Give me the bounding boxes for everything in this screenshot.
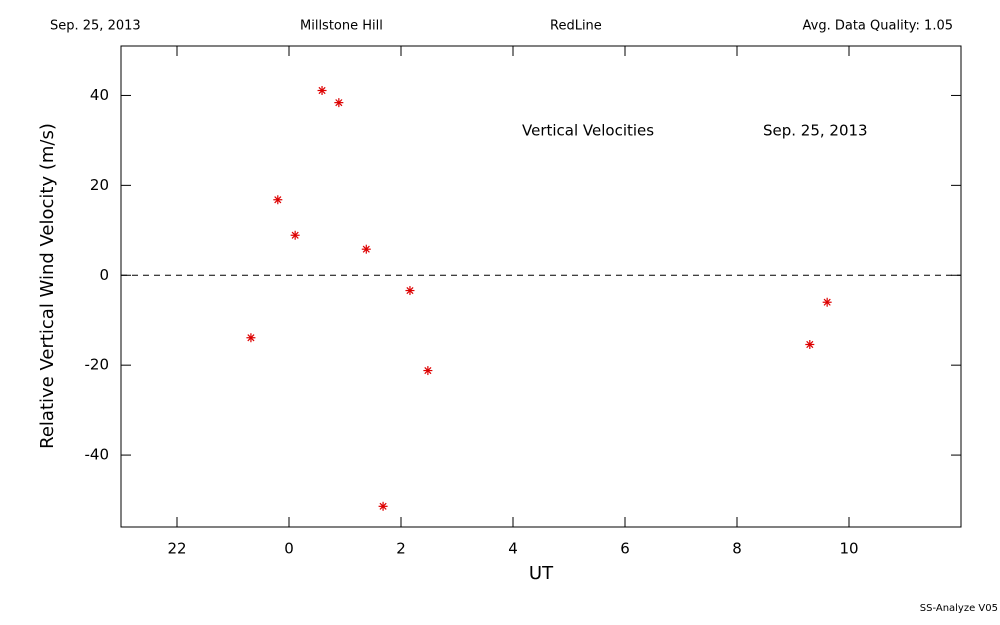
point <box>405 286 415 296</box>
x-tick-label: 8 <box>732 540 742 558</box>
footer: SS-Analyze V05 <box>920 603 998 614</box>
point-stroke <box>823 298 831 306</box>
plot-frame <box>120 45 962 528</box>
point-stroke <box>424 366 432 375</box>
x-tick-label: 2 <box>396 540 406 558</box>
y-tick-label: 0 <box>99 266 109 284</box>
point <box>290 230 300 240</box>
x-axis-label: UT <box>529 563 554 584</box>
point <box>334 98 344 108</box>
header-date: Sep. 25, 2013 <box>50 19 141 34</box>
point-stroke <box>406 286 414 295</box>
header-quality: Avg. Data Quality: 1.05 <box>803 19 953 34</box>
point <box>273 195 283 205</box>
point-stroke <box>362 245 370 253</box>
point <box>805 339 815 349</box>
x-tick-label: 22 <box>167 540 186 558</box>
point <box>246 333 256 343</box>
y-axis-label: Relative Vertical Wind Velocity (m/s) <box>37 123 58 449</box>
point <box>317 86 327 96</box>
x-tick-label: 10 <box>839 540 858 558</box>
point-stroke <box>291 231 299 239</box>
header-site: Millstone Hill <box>300 19 383 34</box>
point-stroke <box>247 334 255 342</box>
point-stroke <box>335 99 343 107</box>
annotation: Sep. 25, 2013 <box>763 122 868 140</box>
annotation: Vertical Velocities <box>522 122 654 140</box>
y-tick-label: 40 <box>90 86 109 104</box>
x-tick-label: 0 <box>284 540 294 558</box>
point-stroke <box>806 340 814 349</box>
x-tick-label: 6 <box>620 540 630 558</box>
y-tick-label: -20 <box>85 356 110 374</box>
y-tick-label: 20 <box>90 176 109 194</box>
point-stroke <box>379 502 387 510</box>
header-line: RedLine <box>550 19 602 34</box>
point-stroke <box>318 86 326 95</box>
point <box>378 501 388 511</box>
point <box>423 366 433 376</box>
point-stroke <box>274 196 282 204</box>
point <box>822 297 832 307</box>
y-tick-label: -40 <box>85 446 110 464</box>
x-tick-label: 4 <box>508 540 518 558</box>
point <box>361 244 371 254</box>
